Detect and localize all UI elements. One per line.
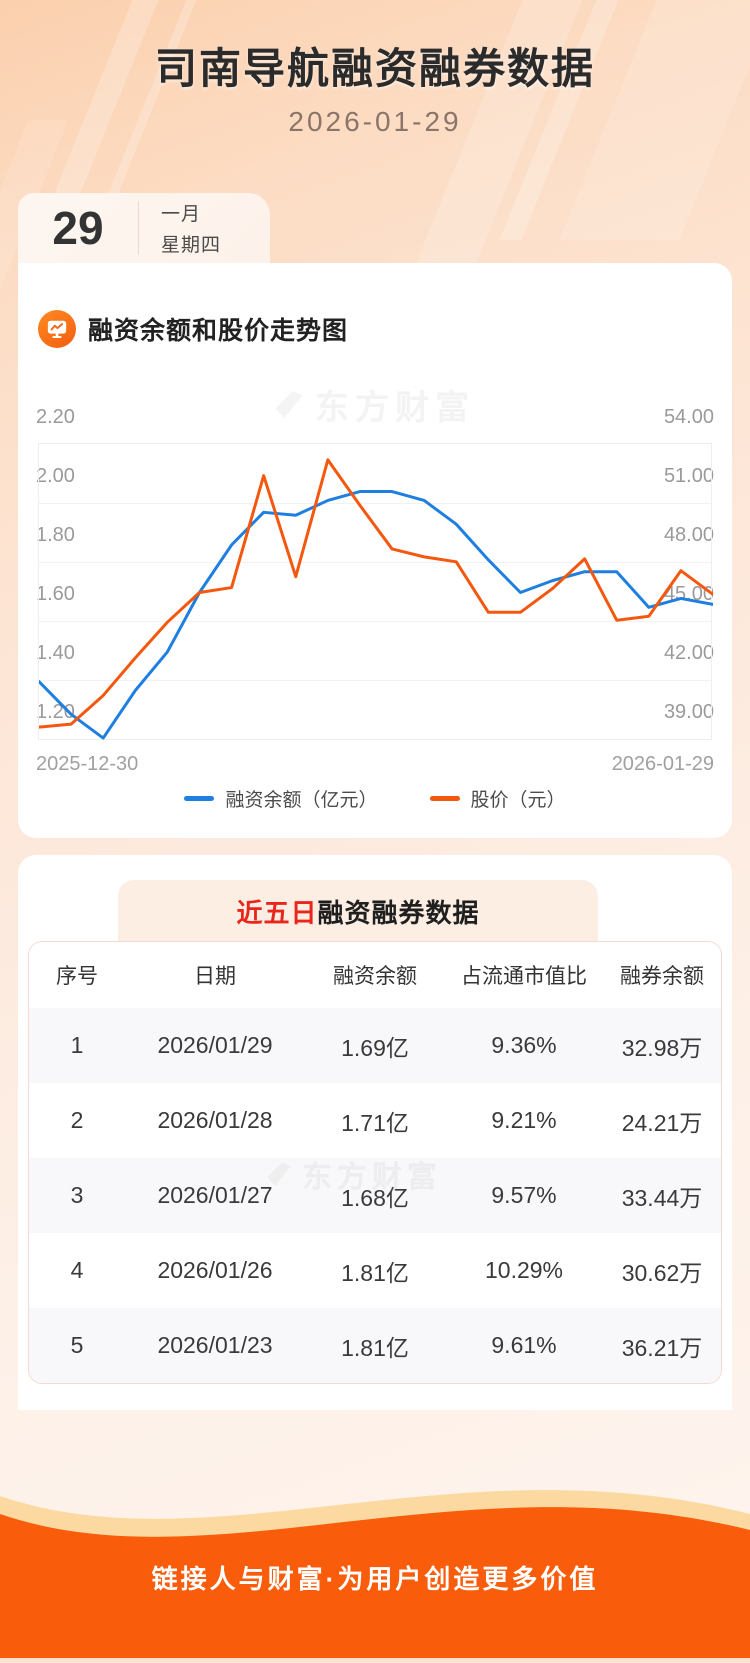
cell-date: 2026/01/29 (157, 1032, 273, 1058)
table-row[interactable]: 3 2026/01/27 1.68亿 9.57% 33.44万 (29, 1158, 721, 1233)
cell-short: 32.98万 (621, 1034, 703, 1061)
cell-index: 2 (70, 1107, 84, 1133)
cell-margin: 1.69亿 (341, 1034, 409, 1061)
table-title: 近五日融资融券数据 (236, 893, 479, 930)
table-title-banner: 近五日融资融券数据 (118, 880, 598, 942)
chart-section-header: 融资余额和股价走势图 (38, 310, 348, 348)
left-axis-tick-1: 2.00 (36, 465, 75, 487)
column-header-margin: 融资余额 (333, 965, 417, 988)
series-line-margin-balance (39, 490, 713, 740)
eastmoney-logo-icon (275, 391, 303, 418)
gridline (39, 562, 711, 563)
left-axis-tick-0: 2.20 (36, 406, 75, 428)
page-date: 2026-01-29 (288, 106, 462, 138)
legend-label-margin-balance: 融资余额（亿元） (225, 790, 378, 811)
cell-date: 2026/01/26 (157, 1257, 273, 1283)
chart-watermark: 东方财富 (273, 380, 475, 429)
page-header: 司南导航融资融券数据 2026-01-29 (0, 0, 750, 138)
legend-item-stock-price[interactable]: 股价（元） (429, 785, 566, 812)
cell-date: 2026/01/23 (157, 1332, 273, 1358)
table-row[interactable]: 5 2026/01/23 1.81亿 9.61% 36.21万 (29, 1308, 721, 1383)
cell-margin: 1.68亿 (341, 1184, 409, 1211)
table-title-highlight: 近五日 (236, 897, 318, 928)
right-axis-tick-5: 39.00 (663, 701, 714, 723)
table-row[interactable]: 1 2026/01/29 1.69亿 9.36% 32.98万 (29, 1008, 721, 1083)
margin-trading-table: 序号 日期 融资余额 占流通市值比 融券余额 1 2026/01/29 1.69… (28, 941, 722, 1384)
cell-ratio: 9.57% (491, 1182, 557, 1208)
gridline (39, 503, 711, 504)
gridline (39, 680, 711, 681)
right-axis-tick-0: 54.00 (663, 406, 714, 428)
series-line-stock-price (39, 458, 713, 729)
cell-short: 30.62万 (621, 1259, 703, 1286)
column-header-index: 序号 (56, 965, 98, 988)
legend-swatch-stock-price (429, 796, 460, 801)
cell-date: 2026/01/28 (157, 1107, 273, 1133)
cell-ratio: 10.29% (484, 1257, 563, 1283)
cell-margin: 1.81亿 (341, 1334, 409, 1361)
table-title-rest: 融资融券数据 (317, 897, 480, 928)
cell-index: 1 (70, 1032, 84, 1058)
cell-short: 33.44万 (621, 1184, 703, 1211)
column-header-date: 日期 (194, 965, 236, 988)
cell-short: 36.21万 (621, 1334, 703, 1361)
column-header-short: 融券余额 (620, 965, 704, 988)
left-axis-tick-2: 1.80 (36, 524, 75, 546)
chart-card (18, 263, 732, 838)
right-axis-tick-2: 48.00 (663, 524, 714, 546)
x-axis-end-label: 2026-01-29 (611, 753, 714, 775)
cell-ratio: 9.21% (491, 1107, 557, 1133)
footer-wave (0, 1418, 750, 1658)
date-card-details: 一月 星期四 (139, 199, 221, 257)
gridline (39, 621, 711, 622)
chart: 东方财富 2.20 2.00 1.80 1.60 1.40 1.20 54.00… (18, 380, 732, 820)
date-card-day: 29 (52, 202, 104, 254)
cell-index: 3 (70, 1182, 84, 1208)
footer-slogan: 链接人与财富·为用户创造更多价值 (151, 1564, 599, 1594)
chart-monitor-icon (38, 310, 76, 348)
cell-index: 5 (70, 1332, 84, 1358)
column-header-ratio: 占流通市值比 (461, 965, 587, 988)
cell-ratio: 9.61% (491, 1332, 557, 1358)
cell-margin: 1.71亿 (341, 1109, 409, 1136)
legend-swatch-margin-balance (184, 796, 215, 801)
date-card-divider (138, 201, 139, 255)
right-axis-tick-4: 42.00 (663, 642, 714, 664)
cell-short: 24.21万 (621, 1109, 703, 1136)
chart-series-svg (39, 458, 713, 740)
chart-legend: 融资余额（亿元） 股价（元） (18, 785, 732, 812)
cell-index: 4 (70, 1257, 84, 1283)
date-card-month: 一月 (161, 204, 202, 225)
legend-label-stock-price: 股价（元） (470, 790, 566, 811)
date-card: 29 一月 星期四 (18, 193, 270, 263)
date-card-weekday: 星期四 (161, 235, 222, 256)
chart-watermark-text: 东方财富 (315, 389, 475, 427)
table-row[interactable]: 4 2026/01/26 1.81亿 10.29% 30.62万 (29, 1233, 721, 1308)
legend-item-margin-balance[interactable]: 融资余额（亿元） (184, 785, 378, 812)
cell-ratio: 9.36% (491, 1032, 557, 1058)
left-axis-tick-3: 1.60 (36, 583, 75, 605)
page-title: 司南导航融资融券数据 (154, 45, 595, 92)
chart-plot-area (38, 443, 713, 740)
left-axis-tick-4: 1.40 (36, 642, 75, 664)
right-axis-tick-1: 51.00 (663, 465, 714, 487)
x-axis-start-label: 2025-12-30 (36, 753, 139, 775)
cell-date: 2026/01/27 (157, 1182, 273, 1208)
chart-section-title: 融资余额和股价走势图 (88, 317, 349, 345)
cell-margin: 1.81亿 (341, 1259, 409, 1286)
table-row[interactable]: 2 2026/01/28 1.71亿 9.21% 24.21万 (29, 1083, 721, 1158)
table-header-row: 序号 日期 融资余额 占流通市值比 融券余额 (29, 942, 721, 1008)
